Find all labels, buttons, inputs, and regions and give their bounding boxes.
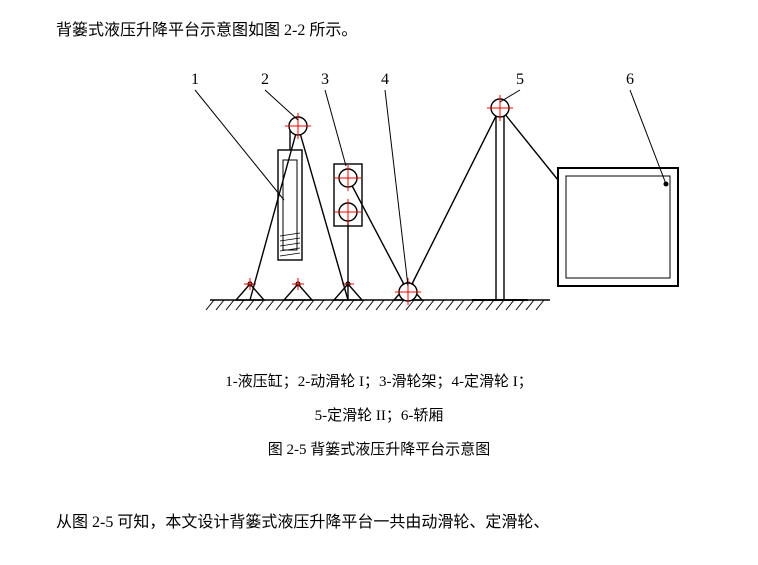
intro-text: 背篓式液压升降平台示意图如图 2-2 所示。 <box>56 18 357 44</box>
diagram-label-1: 1 <box>191 71 199 88</box>
legend-line-1: 1-液压缸；2-动滑轮 I；3-滑轮架；4-定滑轮 I； <box>0 370 758 391</box>
diagram-label-3: 3 <box>321 71 329 88</box>
diagram-label-4: 4 <box>381 71 389 88</box>
mechanism-diagram: 1 2 3 4 5 6 <box>150 70 710 340</box>
diagram-label-5: 5 <box>516 71 524 88</box>
figure-caption: 图 2-5 背篓式液压升降平台示意图 <box>0 438 758 459</box>
legend-line-2: 5-定滑轮 II；6-轿厢 <box>0 404 758 425</box>
diagram-label-6: 6 <box>626 71 634 88</box>
diagram-label-2: 2 <box>261 71 269 88</box>
outro-text: 从图 2-5 可知，本文设计背篓式液压升降平台一共由动滑轮、定滑轮、 <box>56 510 549 536</box>
